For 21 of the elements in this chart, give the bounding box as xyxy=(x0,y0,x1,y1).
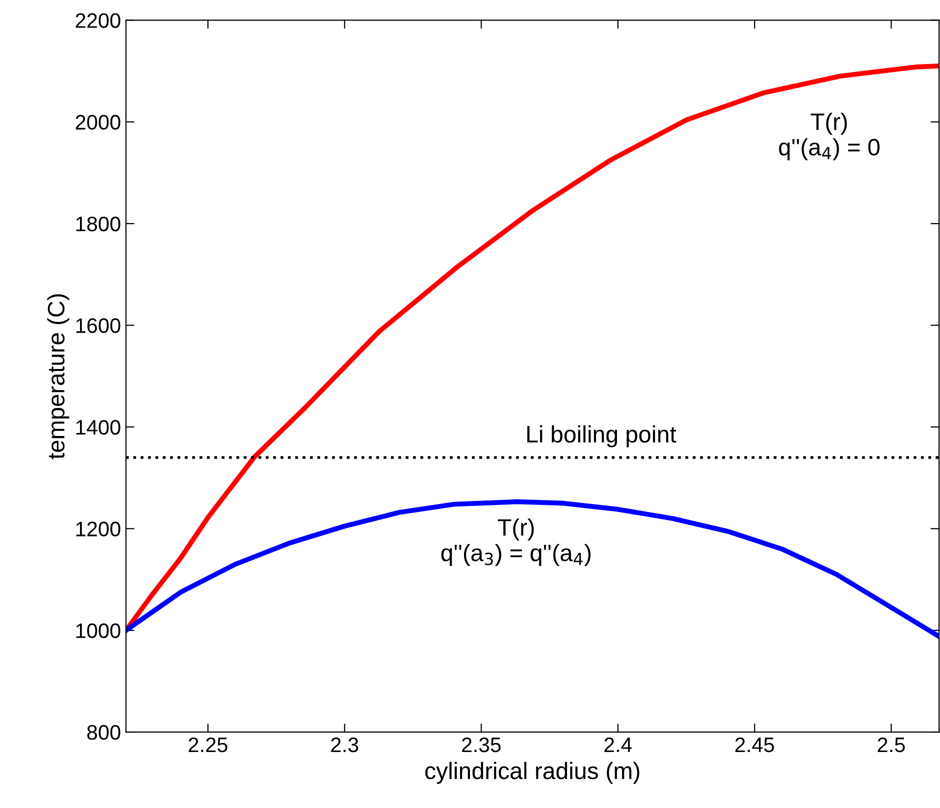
x-tick-label: 2.5 xyxy=(878,737,905,752)
y-axis-title: temperature (C) xyxy=(47,294,70,460)
y-tick-label: 1000 xyxy=(76,623,120,638)
annotation: T(r) q''(a$_{3}$) = q''(a$_{4}$) xyxy=(441,518,591,566)
x-tick-label: 2.25 xyxy=(188,737,228,752)
y-tick-label: 1400 xyxy=(76,420,120,435)
line-series xyxy=(126,499,940,639)
y-tick-label: 2000 xyxy=(76,114,120,130)
x-tick-label: 2.35 xyxy=(462,737,501,752)
y-tick-label: 1600 xyxy=(76,318,120,334)
x-tick-label: 2.45 xyxy=(735,737,774,752)
y-tick-label: 800 xyxy=(87,725,120,740)
y-tick-label: 1200 xyxy=(76,522,120,536)
x-tick-label: 2.3 xyxy=(331,737,358,752)
y-tick-label: 1800 xyxy=(76,216,120,232)
x-axis-title: cylindrical radius (m) xyxy=(425,762,640,784)
annotation: T(r) q''(a$_{4}$) = 0 xyxy=(779,112,880,160)
x-tick-label: 2.4 xyxy=(604,737,632,752)
ref-line-label: Li boiling point xyxy=(527,425,676,448)
line-series xyxy=(126,64,940,633)
y-tick-label: 2200 xyxy=(76,13,120,28)
